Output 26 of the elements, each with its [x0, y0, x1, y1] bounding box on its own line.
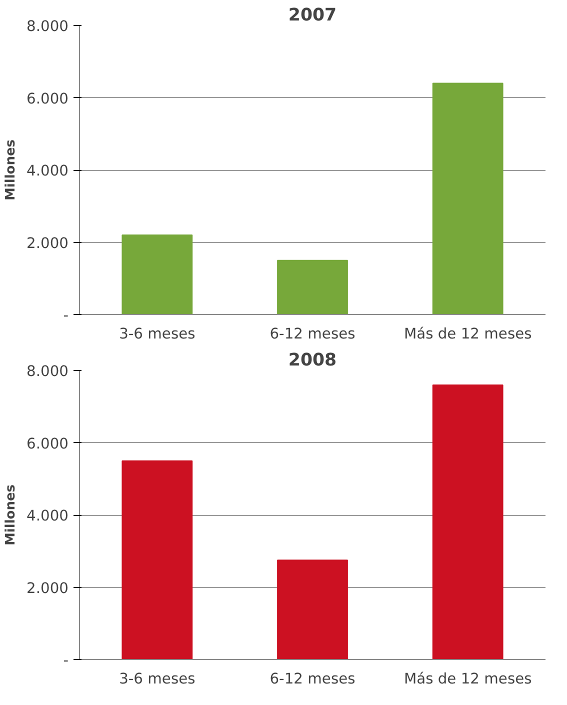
bar	[432, 384, 504, 660]
bar	[277, 560, 348, 660]
y-tick-label: 6.000	[26, 90, 69, 108]
x-tick-label: 3-6 meses	[119, 326, 196, 342]
bar	[277, 260, 348, 314]
y-tick-label: 6.000	[26, 435, 69, 452]
bar	[432, 82, 504, 314]
y-tick-label: -	[63, 307, 69, 324]
y-tick-label: 4.000	[26, 508, 69, 524]
bar	[122, 234, 193, 314]
y-tick-label: 2.000	[26, 234, 69, 252]
x-tick-label: 6-12 meses	[270, 326, 356, 342]
x-tick-label: Más de 12 meses	[404, 670, 532, 688]
y-tick-label: 8.000	[26, 18, 69, 35]
y-tick-label: 2.000	[26, 580, 69, 597]
y-axis-title: Millones	[4, 484, 19, 546]
y-tick-label: 8.000	[26, 363, 69, 380]
x-tick-label: Más de 12 meses	[404, 326, 532, 342]
y-axis-title: Millones	[4, 139, 19, 201]
bar	[122, 460, 193, 660]
y-tick-label: 4.000	[26, 162, 69, 180]
chart-title: 2007	[288, 6, 337, 26]
x-tick-label: 3-6 meses	[119, 670, 196, 688]
x-tick-label: 6-12 meses	[270, 670, 356, 688]
chart-title: 2008	[288, 350, 337, 370]
y-tick-label: -	[63, 652, 69, 669]
